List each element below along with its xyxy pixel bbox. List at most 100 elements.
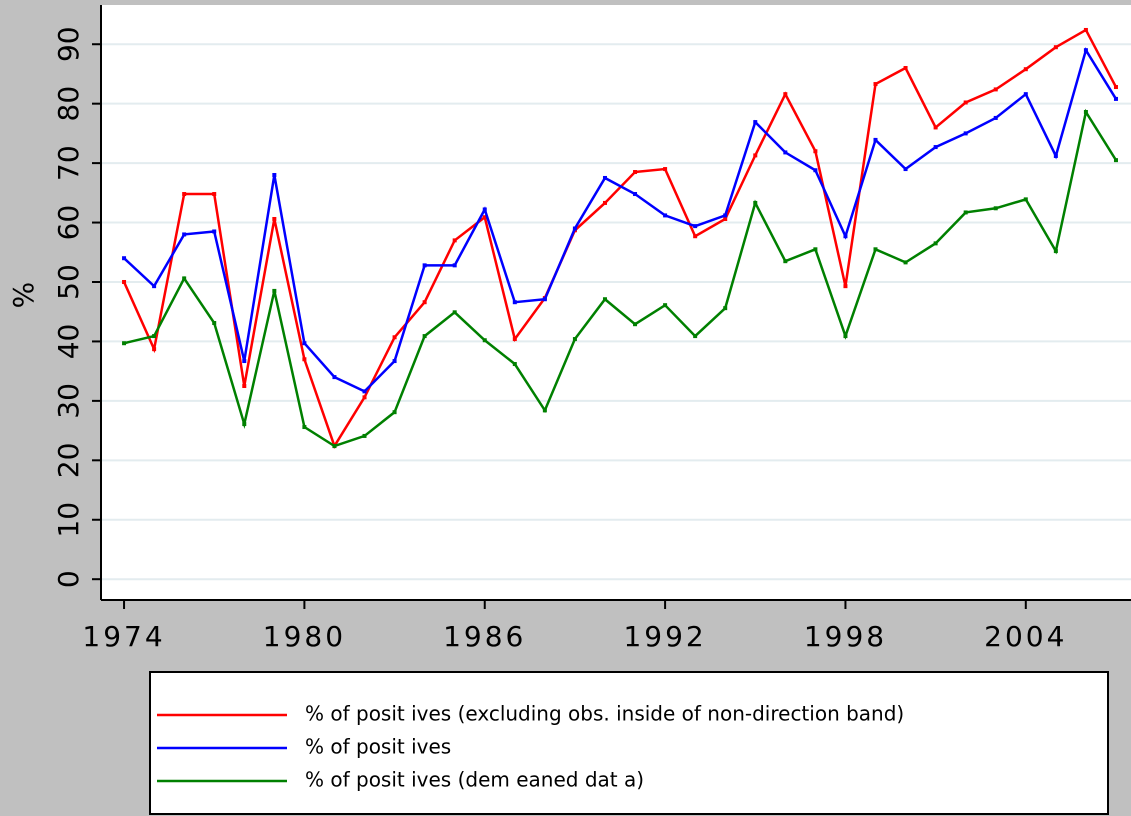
point (873, 82, 878, 87)
point (753, 200, 758, 205)
point (392, 335, 397, 340)
point (753, 120, 758, 125)
point (663, 167, 668, 172)
point (933, 145, 938, 150)
point (903, 167, 908, 172)
legend (149, 671, 1109, 815)
point (452, 263, 457, 268)
point (1083, 109, 1088, 114)
legend-label: % of posit ives (305, 735, 451, 759)
point (663, 303, 668, 308)
point (813, 149, 818, 154)
series-line (123, 108, 1118, 448)
point (633, 170, 638, 175)
point (362, 389, 367, 394)
point (1113, 85, 1118, 90)
point (302, 357, 307, 362)
y-tick-label: 40 (52, 324, 85, 360)
point (723, 213, 728, 218)
x-tick-label: 1992 (623, 620, 706, 653)
point (422, 334, 427, 339)
point (963, 131, 968, 136)
point (572, 226, 577, 231)
point (422, 263, 427, 268)
point (813, 247, 818, 252)
point (602, 200, 607, 205)
point (602, 297, 607, 302)
point (843, 334, 848, 339)
point (452, 238, 457, 243)
point (572, 337, 577, 342)
point (693, 224, 698, 229)
point (933, 241, 938, 246)
point (873, 137, 878, 142)
point (152, 334, 157, 339)
point (633, 322, 638, 327)
point (783, 92, 788, 97)
point (753, 153, 758, 158)
point (422, 300, 427, 305)
y-tick-label: 20 (52, 442, 85, 478)
point (212, 229, 217, 234)
point (512, 362, 517, 367)
point (392, 359, 397, 364)
point (1083, 27, 1088, 32)
point (1113, 158, 1118, 163)
point (663, 213, 668, 218)
point (1053, 249, 1058, 254)
point (1083, 48, 1088, 53)
point (723, 216, 728, 221)
point (993, 115, 998, 120)
point (1053, 153, 1058, 158)
point (903, 66, 908, 71)
point (212, 192, 217, 197)
point (512, 300, 517, 305)
point (903, 260, 908, 265)
point (512, 337, 517, 342)
point (272, 288, 277, 293)
point (242, 384, 247, 389)
point (272, 173, 277, 177)
y-tick-label: 50 (52, 264, 85, 300)
point (122, 256, 127, 261)
point (693, 334, 698, 339)
x-tick-label: 1980 (263, 620, 346, 653)
point (602, 175, 607, 180)
point (873, 247, 878, 252)
point (122, 279, 127, 284)
point (1023, 67, 1028, 72)
point (1023, 92, 1028, 97)
y-axis-label: % (7, 282, 40, 309)
legend-label: % of posit ives (dem eaned dat a) (305, 768, 644, 792)
point (542, 408, 547, 413)
point (783, 259, 788, 264)
y-tick-label: 70 (52, 145, 85, 181)
series-line (123, 47, 1118, 393)
point (1113, 96, 1118, 101)
point (693, 234, 698, 239)
point (272, 216, 277, 221)
x-tick-label: 2004 (984, 620, 1067, 653)
y-tick-label: 90 (52, 26, 85, 62)
point (182, 192, 187, 197)
point (843, 284, 848, 289)
point (242, 359, 247, 364)
point (1023, 197, 1028, 202)
point (633, 192, 638, 197)
y-tick-label: 80 (52, 86, 85, 122)
point (933, 125, 938, 130)
point (332, 375, 337, 380)
x-tick-label: 1986 (443, 620, 526, 653)
point (813, 168, 818, 173)
point (182, 276, 187, 281)
point (152, 284, 157, 289)
x-tick-label: 1998 (804, 620, 887, 653)
point (152, 347, 157, 352)
point (392, 410, 397, 415)
point (362, 395, 367, 400)
point (723, 306, 728, 311)
point (993, 206, 998, 211)
point (1053, 45, 1058, 50)
point (452, 310, 457, 315)
